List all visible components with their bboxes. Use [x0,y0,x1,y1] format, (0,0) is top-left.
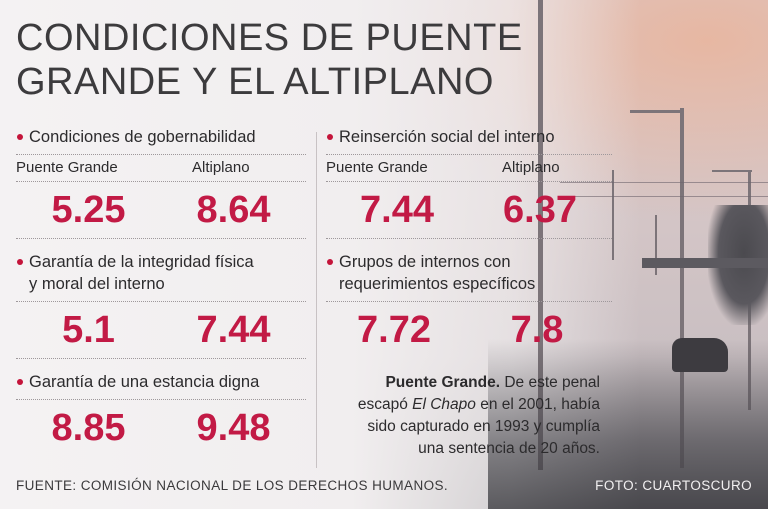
caption-italic-name: El Chapo [412,396,476,413]
dotted-divider [16,181,306,182]
header-altiplano: Altiplano [502,159,560,176]
street-light-pole [680,108,684,468]
section-title-line-1: Garantía de la integridad física [29,253,254,271]
section-integridad: Garantía de la integridad física y moral… [16,251,306,359]
utility-pole [655,215,657,275]
page-title: CONDICIONES DE PUENTE GRANDE Y EL ALTIPL… [16,16,576,104]
value-altiplano: 6.37 [503,188,577,231]
caption-text: una sentencia de 20 años. [418,440,600,457]
values-row: 7.44 6.37 [326,182,612,238]
section-estancia-digna: Garantía de una estancia digna 8.85 9.48 [16,371,306,456]
value-puente-grande: 7.72 [357,308,431,351]
dotted-divider [326,238,612,239]
value-altiplano: 9.48 [196,406,271,449]
section-title-line-2: requerimientos específicos [339,275,536,293]
caption-text: De este penal [500,374,600,391]
section-gobernabilidad: Condiciones de gobernabilidad Puente Gra… [16,126,306,239]
value-puente-grande: 7.44 [360,188,434,231]
ground-shadow [488,339,768,509]
values-row: 8.85 9.48 [16,400,306,456]
column-headers: Puente Grande Altiplano [16,155,306,181]
title-line-1: CONDICIONES DE PUENTE [16,17,523,59]
header-puente-grande: Puente Grande [326,159,428,176]
section-title: Garantía de una estancia digna [16,371,306,393]
dotted-divider [326,181,612,182]
values-row: 7.72 7.8 [326,302,612,358]
power-line [560,182,768,183]
street-light-pole [538,0,543,470]
column-divider [316,132,317,468]
dotted-divider [16,301,306,302]
value-altiplano: 7.44 [196,308,271,351]
section-reinsercion: Reinserción social del interno Puente Gr… [326,126,612,239]
section-title-line-2: y moral del interno [29,275,165,293]
caption-bold-lead: Puente Grande. [385,374,501,391]
dotted-divider [16,154,306,155]
value-altiplano: 7.8 [510,308,564,351]
title-line-2: GRANDE Y EL ALTIPLANO [16,61,494,103]
source-note: FUENTE: COMISIÓN NACIONAL DE LOS DERECHO… [16,478,449,493]
section-title: Grupos de internos con requerimientos es… [326,251,612,295]
street-light-arm [630,110,684,113]
value-puente-grande: 5.1 [62,308,115,351]
values-row: 5.1 7.44 [16,302,306,358]
section-title-line-1: Grupos de internos con [339,253,511,271]
dotted-divider [16,399,306,400]
utility-pole [612,170,614,260]
caption-text: en el 2001, había [475,396,600,413]
bus-shelter-roof [642,258,768,268]
column-headers: Puente Grande Altiplano [326,155,612,181]
value-altiplano: 8.64 [196,188,271,231]
left-column: Condiciones de gobernabilidad Puente Gra… [16,126,306,456]
photo-caption: Puente Grande. De este penal escapó El C… [330,372,600,460]
values-row: 5.25 8.64 [16,182,306,238]
photo-credit: FOTO: CUARTOSCURO [595,478,752,493]
value-puente-grande: 5.25 [51,188,126,231]
right-column: Reinserción social del interno Puente Gr… [326,126,612,358]
power-line [560,196,768,197]
street-light-arm [712,170,752,172]
section-title: Condiciones de gobernabilidad [16,126,306,148]
caption-text: escapó [357,396,413,413]
dotted-divider [16,238,306,239]
header-altiplano: Altiplano [192,159,250,176]
header-puente-grande: Puente Grande [16,159,118,176]
section-title: Garantía de la integridad física y moral… [16,251,306,295]
section-title: Reinserción social del interno [326,126,612,148]
dotted-divider [326,154,612,155]
caption-text: sido capturado en 1993 y cumplía [367,418,600,435]
dotted-divider [326,301,612,302]
footer: FUENTE: COMISIÓN NACIONAL DE LOS DERECHO… [0,472,768,509]
value-puente-grande: 8.85 [51,406,126,449]
section-grupos-internos: Grupos de internos con requerimientos es… [326,251,612,358]
dotted-divider [16,358,306,359]
